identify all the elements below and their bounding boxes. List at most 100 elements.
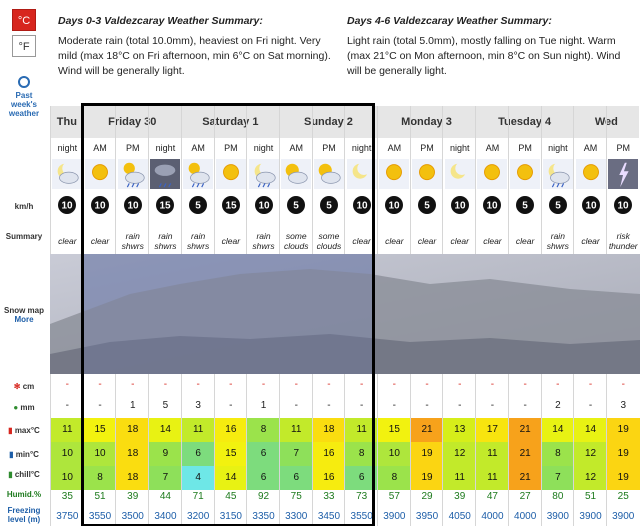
max-row-label: ▮ max°C (0, 426, 48, 435)
period-summary: some clouds (316, 231, 342, 251)
humidity-value: 35 (61, 491, 73, 502)
freezing-level-value: 4000 (481, 511, 504, 522)
period-summary: rain shwrs (154, 231, 177, 251)
svg-text:10: 10 (356, 201, 368, 212)
min-temp: 12 (443, 442, 477, 466)
sun-cloud-icon (280, 158, 313, 190)
rain-value: - (359, 400, 364, 411)
rain-value: - (327, 400, 331, 411)
svg-text:10: 10 (258, 201, 270, 212)
moon-icon (345, 158, 378, 190)
humidity-value: 71 (192, 491, 204, 502)
snowmap-more-link[interactable]: More (14, 315, 34, 324)
wind-arrow-icon: 5 (313, 194, 346, 214)
time-of-day: AM (485, 143, 500, 153)
period-summary: clear (450, 236, 469, 246)
snowmap-row-label: Snow map (3, 306, 44, 315)
chill-temp: 7 (541, 466, 575, 490)
svg-text:5: 5 (293, 201, 299, 212)
period-column: night 10 clear - -11 10 10 35 3750 (50, 106, 84, 526)
max-temp: 18 (312, 418, 346, 442)
time-of-day: AM (583, 143, 598, 153)
summary-days-4-6: Days 4-6 Valdezcaray Weather Summary: Li… (347, 0, 632, 106)
rain-value: - (65, 400, 70, 411)
cloud-rain-icon (116, 158, 149, 190)
humidity-value: 75 (290, 491, 302, 502)
svg-text:10: 10 (585, 201, 597, 212)
period-summary: rain shwrs (252, 231, 275, 251)
day-header: Thu (50, 106, 83, 138)
past-weather-link[interactable]: Past week's weather (2, 76, 46, 118)
min-temp: 9 (149, 442, 182, 466)
time-of-day: AM (289, 143, 303, 153)
svg-text:10: 10 (618, 201, 630, 212)
sun-icon (476, 158, 509, 190)
min-temp: 11 (476, 442, 509, 466)
svg-text:5: 5 (195, 201, 201, 212)
freezing-level-value: 3900 (383, 511, 406, 522)
max-temp: 8 (247, 418, 280, 442)
max-temp: 16 (214, 418, 248, 442)
snow-value: - (196, 379, 200, 390)
wind-arrow-icon: 10 (443, 194, 476, 214)
min-row-label: ▮ min°C (0, 450, 48, 459)
min-temp: 18 (116, 442, 150, 466)
wind-arrow-icon: 10 (247, 194, 280, 214)
snow-value: - (131, 379, 135, 390)
cloud-rain-icon (182, 158, 215, 190)
wind-arrow-icon: 10 (476, 194, 509, 214)
time-of-day: PM (518, 143, 532, 153)
period-summary: rain shwrs (121, 231, 144, 251)
rain-unit: mm (20, 403, 35, 412)
snow-value: - (359, 379, 364, 390)
chill-temp: 18 (116, 466, 150, 490)
snow-value: - (163, 379, 168, 390)
max-temp: 11 (51, 418, 84, 442)
period-summary: clear (515, 236, 535, 246)
rain-value: 1 (260, 400, 267, 411)
wind-arrow-icon: 10 (607, 194, 640, 214)
min-temp: 6 (247, 442, 280, 466)
rain-value: - (425, 400, 429, 411)
raindrop-icon: ● (13, 403, 19, 412)
sun-icon (84, 158, 117, 190)
snow-map-strip[interactable] (50, 254, 640, 374)
min-temp: 21 (508, 442, 542, 466)
chill-temp: 4 (181, 466, 215, 490)
humidity-value: 27 (519, 491, 531, 502)
snow-value: - (261, 379, 266, 390)
freezing-level-value: 3500 (121, 511, 144, 522)
freezing-level-value: 3400 (154, 511, 177, 522)
time-of-day: night (548, 143, 568, 153)
wind-arrow-icon: 10 (574, 194, 607, 214)
summary-text: Light rain (total 5.0mm), mostly falling… (347, 35, 621, 77)
min-temp: 19 (606, 442, 640, 466)
celsius-button[interactable]: °C (12, 9, 36, 31)
rain-value: 5 (162, 400, 169, 411)
humidity-value: 29 (421, 491, 433, 502)
summary-days-0-3: Days 0-3 Valdezcaray Weather Summary: Mo… (58, 0, 333, 106)
sun-icon (215, 158, 248, 190)
fahrenheit-button[interactable]: °F (12, 35, 36, 57)
chill-temp: 7 (149, 466, 182, 490)
freezing-level-value: 3900 (579, 511, 602, 522)
chill-temp: 12 (574, 466, 607, 490)
wind-arrow-icon: 5 (509, 194, 542, 214)
freezing-level-value: 3300 (285, 511, 308, 522)
storm-icon (149, 158, 182, 190)
svg-text:10: 10 (487, 201, 499, 212)
chill-temp: 6 (345, 466, 378, 490)
snow-value: - (588, 379, 593, 390)
freezing-level-value: 3750 (56, 511, 79, 522)
svg-text:15: 15 (160, 201, 172, 212)
humidity-row-label: Humid.% (6, 490, 42, 499)
min-temp: 8 (345, 442, 378, 466)
summary-text: Moderate rain (total 10.0mm), heaviest o… (58, 35, 331, 77)
max-temp: 11 (181, 418, 215, 442)
humidity-value: 25 (617, 491, 629, 502)
max-temp: 11 (279, 418, 313, 442)
sun-icon (509, 158, 542, 190)
period-summary: clear (385, 236, 404, 246)
wind-arrow-icon: 5 (411, 194, 444, 214)
humidity-value: 92 (257, 491, 270, 502)
